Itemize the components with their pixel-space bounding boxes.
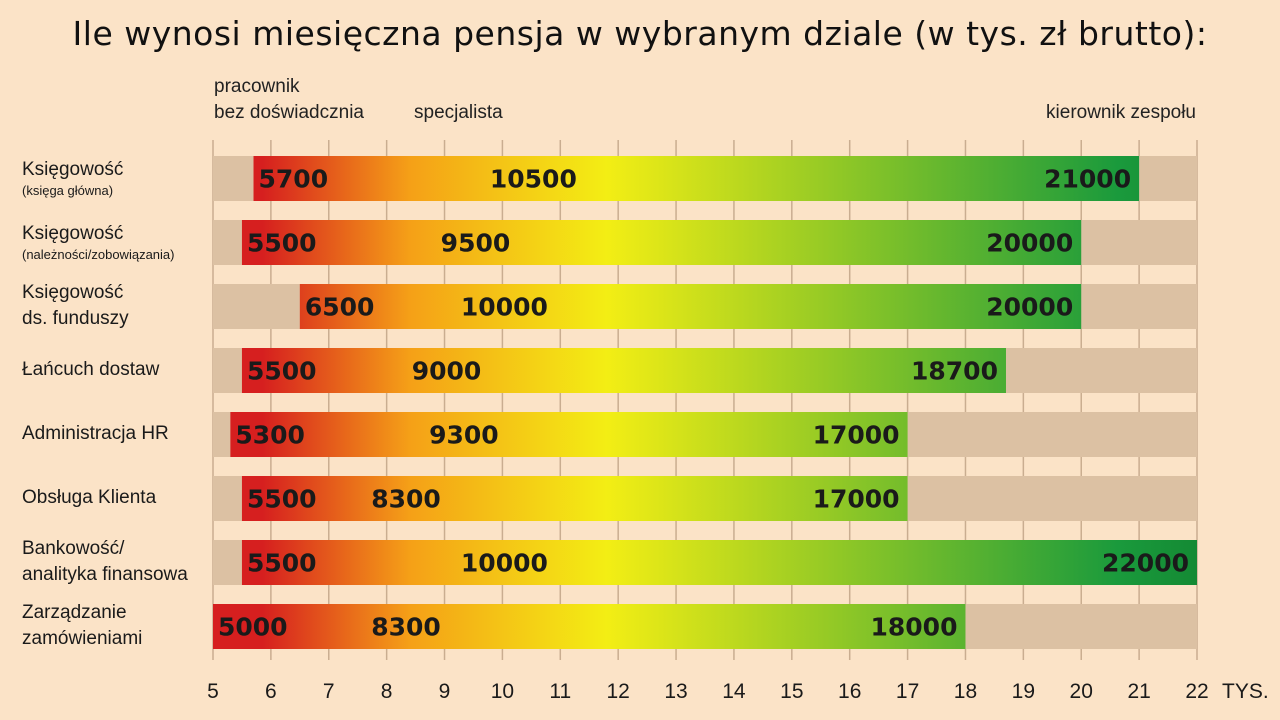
value-label-junior-2: 6500: [305, 293, 375, 322]
row-label-line2-6: analityka finansowa: [22, 563, 188, 585]
salary-bar-7: [213, 604, 966, 649]
row-label-2: Księgowość ds. funduszy: [22, 280, 129, 332]
x-tick-17: 17: [896, 680, 919, 703]
x-tick-9: 9: [439, 680, 451, 703]
x-tick-11: 11: [549, 680, 571, 703]
row-label-main-4: Administracja HR: [22, 422, 169, 444]
value-label-junior-7: 5000: [218, 613, 288, 642]
row-label-1: Księgowość (należności/zobowiązania): [22, 221, 174, 263]
salary-bar-0: [253, 156, 1140, 201]
bars: 5700 10500 21000 5500 9500 20000 6500 10000 2000…: [213, 156, 1198, 649]
value-label-junior-4: 5300: [235, 421, 305, 450]
x-tick-7: 7: [323, 680, 335, 703]
level-label-team-lead: kierownik zespołu: [1046, 102, 1196, 123]
x-tick-14: 14: [722, 680, 746, 703]
x-axis-unit: TYS.: [1222, 680, 1269, 703]
value-label-lead-7: 18000: [870, 613, 957, 642]
salary-bar-1: [241, 220, 1082, 265]
value-label-lead-3: 18700: [911, 357, 998, 386]
x-tick-16: 16: [838, 680, 861, 703]
row-label-4: Administracja HR: [22, 421, 169, 447]
value-label-lead-0: 21000: [1044, 165, 1131, 194]
level-label-specialist: specjalista: [414, 102, 503, 123]
row-label-main-0: Księgowość: [22, 158, 124, 180]
value-label-lead-1: 20000: [986, 229, 1073, 258]
x-tick-19: 19: [1012, 680, 1035, 703]
value-label-lead-5: 17000: [813, 485, 900, 514]
x-tick-22: 22: [1185, 680, 1208, 703]
salary-bar-3: [241, 348, 1006, 393]
x-axis-ticks: 5 6 7 8 9 10 11 12 13 14 15 16 17 18 19 20 21 22 TYS.: [207, 680, 1269, 703]
value-label-specialist-7: 8300: [371, 613, 441, 642]
row-label-7: Zarządzanie zamówieniami: [22, 600, 142, 652]
value-label-specialist-0: 10500: [490, 165, 577, 194]
level-label-junior: pracownik bez doświadcznia: [214, 74, 364, 126]
row-label-main-5: Obsługa Klienta: [22, 486, 157, 508]
value-label-junior-3: 5500: [247, 357, 317, 386]
x-tick-15: 15: [780, 680, 803, 703]
salary-bar-5: [241, 476, 908, 521]
x-tick-13: 13: [664, 680, 687, 703]
row-label-3: Łańcuch dostaw: [22, 357, 159, 383]
value-label-junior-6: 5500: [247, 549, 317, 578]
row-label-main-7: Zarządzanie: [22, 601, 127, 623]
row-label-0: Księgowość (księga główna): [22, 157, 123, 199]
x-tick-5: 5: [207, 680, 219, 703]
value-label-specialist-3: 9000: [412, 357, 482, 386]
x-tick-10: 10: [491, 680, 514, 703]
row-label-line2-7: zamówieniami: [22, 627, 143, 649]
x-tick-20: 20: [1070, 680, 1093, 703]
value-label-specialist-4: 9300: [429, 421, 499, 450]
row-label-main-6: Bankowość/: [22, 537, 125, 559]
value-label-junior-1: 5500: [247, 229, 317, 258]
x-tick-6: 6: [265, 680, 277, 703]
value-label-junior-5: 5500: [247, 485, 317, 514]
level-label-junior-line1: pracownik: [214, 76, 300, 97]
chart-title: Ile wynosi miesięczna pensja w wybranym …: [72, 14, 1208, 53]
x-tick-21: 21: [1127, 680, 1150, 703]
row-label-main-3: Łańcuch dostaw: [22, 358, 160, 380]
x-tick-18: 18: [954, 680, 977, 703]
row-label-sub-0: (księga główna): [22, 182, 114, 198]
level-label-junior-line2: bez doświadcznia: [214, 102, 364, 123]
row-label-main-2: Księgowość: [22, 281, 124, 303]
value-label-specialist-1: 9500: [441, 229, 511, 258]
salary-bar-2: [299, 284, 1082, 329]
salary-bar-4: [230, 412, 908, 457]
row-label-line2-2: ds. funduszy: [22, 307, 129, 329]
value-label-lead-4: 17000: [813, 421, 900, 450]
value-label-junior-0: 5700: [259, 165, 329, 194]
row-label-5: Obsługa Klienta: [22, 485, 156, 511]
value-label-specialist-5: 8300: [371, 485, 441, 514]
row-label-main-1: Księgowość: [22, 222, 124, 244]
row-label-sub-1: (należności/zobowiązania): [22, 246, 175, 262]
value-label-specialist-6: 10000: [461, 549, 548, 578]
x-tick-12: 12: [606, 680, 629, 703]
value-label-lead-2: 20000: [986, 293, 1073, 322]
value-label-specialist-2: 10000: [461, 293, 548, 322]
value-label-lead-6: 22000: [1102, 549, 1189, 578]
x-tick-8: 8: [381, 680, 393, 703]
row-label-6: Bankowość/analityka finansowa: [22, 536, 188, 588]
salary-bar-6: [241, 540, 1198, 585]
